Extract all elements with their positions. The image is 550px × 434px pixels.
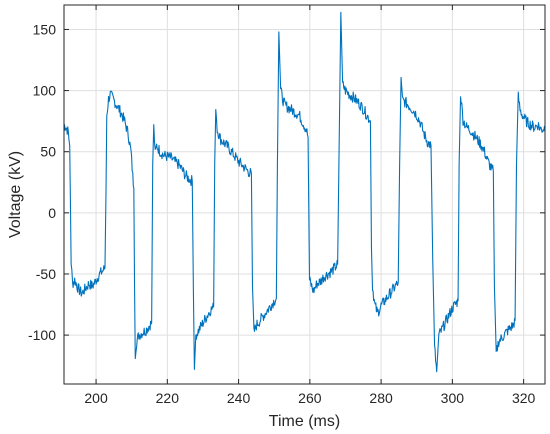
- x-tick-label: 260: [298, 390, 322, 406]
- x-tick-label: 280: [369, 390, 393, 406]
- y-tick-label: -50: [36, 266, 56, 282]
- y-axis-label: Voltage (kV): [7, 151, 24, 238]
- y-tick-label: 100: [33, 83, 57, 99]
- y-tick-label: 150: [33, 21, 57, 37]
- x-tick-label: 220: [156, 390, 180, 406]
- plot-frame: [63, 4, 546, 385]
- axis-ticks: 200 220 240 260 280 300 320 -100 -50 0 50 100 150: [28, 5, 545, 406]
- voltage-series-line: [63, 11, 546, 373]
- plot-area: [64, 5, 545, 384]
- x-tick-label: 320: [512, 390, 536, 406]
- y-tick-label: 0: [48, 205, 56, 221]
- x-tick-label: 200: [84, 390, 108, 406]
- x-tick-label: 240: [227, 390, 251, 406]
- x-axis-label: Time (ms): [269, 413, 340, 430]
- series-layer: [63, 11, 546, 373]
- grid-lines: [64, 5, 545, 384]
- y-tick-label: -100: [28, 327, 56, 343]
- y-tick-label: 50: [40, 144, 56, 160]
- x-tick-label: 300: [441, 390, 465, 406]
